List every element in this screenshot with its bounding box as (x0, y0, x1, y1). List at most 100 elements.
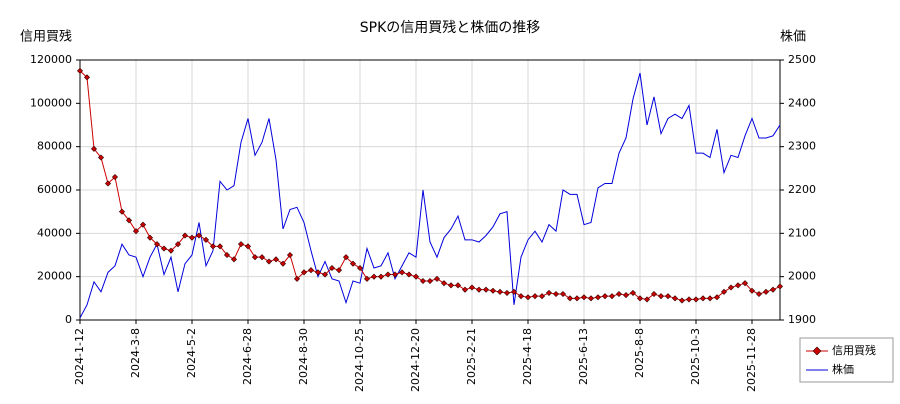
series-marker (391, 271, 399, 278)
series-marker (167, 247, 175, 254)
series-marker (608, 293, 616, 300)
series-marker (125, 217, 133, 224)
series-marker (300, 269, 308, 276)
series-marker (524, 294, 532, 301)
legend-label: 信用買残 (832, 343, 876, 357)
series-marker (657, 293, 665, 300)
series-marker (699, 295, 707, 302)
series-marker (713, 294, 721, 301)
series-marker (118, 208, 126, 215)
y2-tick-label: 2000 (788, 270, 816, 283)
series-marker (755, 290, 763, 298)
y2-axis-label: 株価 (780, 30, 806, 45)
series-marker (594, 294, 602, 301)
y-tick-label: 80000 (37, 140, 72, 153)
series-line (79, 70, 781, 302)
series-marker (405, 271, 413, 278)
series-marker (482, 286, 490, 293)
x-tick-label: 2024-5-2 (185, 328, 198, 378)
chart-title: SPKの信用買残と株価の推移 (360, 20, 541, 36)
series-marker (748, 287, 756, 294)
series-marker (363, 275, 371, 282)
series-marker (76, 67, 84, 74)
series-marker (622, 292, 630, 299)
series-marker (279, 260, 287, 267)
series-marker (440, 280, 448, 287)
series-marker (468, 284, 476, 291)
series-marker (475, 286, 483, 293)
series-marker (188, 234, 196, 241)
series-marker (307, 267, 315, 274)
series-marker (104, 180, 112, 187)
y-tick-label: 20000 (37, 270, 72, 283)
series-marker (531, 293, 539, 300)
y2-tick-label: 2100 (788, 226, 816, 239)
series-marker (286, 251, 294, 259)
series-marker (321, 271, 329, 278)
series-marker (174, 241, 182, 248)
series-marker (181, 232, 189, 239)
series-marker (244, 243, 252, 250)
y-tick-label: 120000 (30, 53, 72, 66)
series-marker (566, 295, 574, 302)
plot-frame (79, 59, 781, 321)
series-marker (727, 284, 735, 291)
series-marker (160, 245, 168, 252)
series-marker (636, 295, 644, 302)
series-marker (559, 290, 567, 298)
y2-tick-label: 1900 (788, 313, 816, 326)
series-marker (90, 145, 98, 152)
series-marker (223, 251, 231, 259)
series-marker (209, 243, 217, 250)
series-marker (146, 234, 154, 241)
x-tick-label: 2024-6-28 (241, 328, 254, 385)
x-tick-label: 2025-11-28 (745, 328, 758, 392)
series-marker (615, 290, 623, 298)
series-marker (678, 297, 686, 304)
x-tick-label: 2025-4-18 (521, 328, 534, 385)
legend-marker (812, 346, 822, 356)
x-tick-label: 2024-3-8 (129, 328, 142, 378)
series-marker (734, 282, 742, 289)
series-marker (587, 295, 595, 302)
series-marker (328, 264, 336, 272)
x-tick-label: 2025-8-8 (633, 328, 646, 378)
y-tick-label: 60000 (37, 183, 72, 196)
series-marker (370, 273, 378, 280)
series-marker (216, 243, 224, 250)
series-marker (650, 290, 658, 298)
series-marker (398, 269, 406, 276)
series-marker (643, 296, 651, 303)
y-tick-label: 40000 (37, 226, 72, 239)
x-tick-label: 2024-1-12 (73, 328, 86, 385)
series-marker (573, 295, 581, 302)
x-tick-label: 2024-10-25 (353, 328, 366, 392)
series-marker (356, 264, 364, 272)
x-tick-label: 2025-10-3 (689, 328, 702, 385)
y-tick-label: 0 (65, 313, 72, 326)
x-tick-label: 2025-6-13 (577, 328, 590, 385)
series-marker (293, 275, 301, 282)
series-marker (510, 288, 518, 295)
series-marker (153, 241, 161, 248)
y2-tick-label: 2200 (788, 183, 816, 196)
series-marker (552, 290, 560, 298)
series-marker (412, 273, 420, 280)
series-marker (132, 228, 140, 235)
series-marker (720, 288, 728, 295)
series-marker (601, 293, 609, 300)
y-tick-label: 100000 (30, 96, 72, 109)
series-marker (265, 258, 273, 265)
y-axis-label: 信用買残 (20, 30, 72, 45)
series-marker (426, 277, 434, 285)
series-marker (496, 288, 504, 295)
y2-tick-label: 2300 (788, 140, 816, 153)
series-marker (447, 282, 455, 289)
series-marker (741, 280, 749, 287)
series-marker (545, 289, 553, 296)
series-marker (776, 283, 784, 290)
series-marker (97, 154, 105, 161)
series-marker (454, 282, 462, 289)
series-marker (237, 241, 245, 248)
series-marker (769, 286, 777, 293)
